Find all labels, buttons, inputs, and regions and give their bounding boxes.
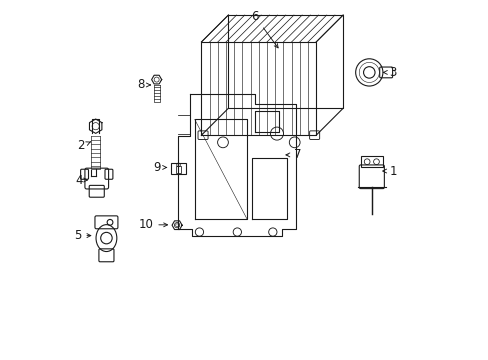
Text: 1: 1: [382, 165, 396, 177]
Text: 3: 3: [383, 66, 396, 79]
Text: 4: 4: [76, 174, 87, 186]
Text: 9: 9: [153, 161, 166, 174]
Text: 6: 6: [251, 10, 278, 48]
Text: 10: 10: [138, 218, 167, 231]
Text: 2: 2: [78, 139, 90, 152]
Text: 8: 8: [137, 78, 150, 91]
Text: 7: 7: [285, 148, 301, 161]
Text: 5: 5: [74, 229, 91, 242]
